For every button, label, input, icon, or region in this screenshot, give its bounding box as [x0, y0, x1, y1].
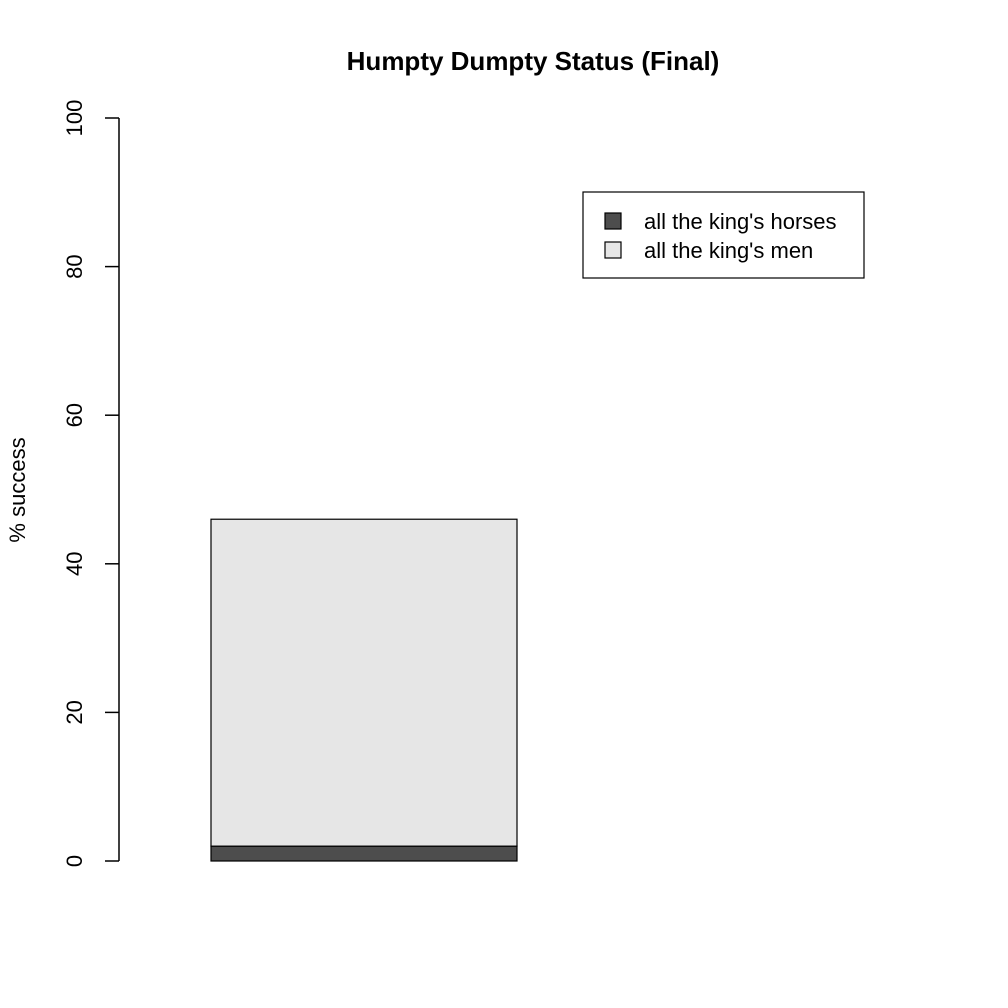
y-tick-label: 20 — [62, 700, 87, 724]
bar-segment-horses — [210, 845, 518, 862]
legend: all the king's horses all the king's men — [582, 191, 865, 279]
legend-label: all the king's horses — [644, 209, 837, 234]
y-tick-label: 40 — [62, 552, 87, 576]
y-tick-label: 0 — [62, 855, 87, 867]
legend-box — [582, 191, 865, 279]
legend-items: all the king's horses all the king's men — [604, 209, 837, 263]
legend-swatch — [604, 241, 622, 259]
y-tick-label: 80 — [62, 254, 87, 278]
y-tick-label: 100 — [62, 100, 87, 137]
y-axis: 0 20 40 60 80 100 — [62, 100, 120, 867]
y-tick-label: 60 — [62, 403, 87, 427]
legend-label: all the king's men — [644, 238, 813, 263]
y-ticks: 0 20 40 60 80 100 — [62, 100, 119, 867]
bar-segment-men — [210, 518, 518, 847]
chart-title: Humpty Dumpty Status (Final) — [347, 46, 720, 76]
bars — [210, 518, 518, 862]
legend-swatch — [604, 212, 622, 230]
y-axis-label: % success — [5, 437, 30, 542]
